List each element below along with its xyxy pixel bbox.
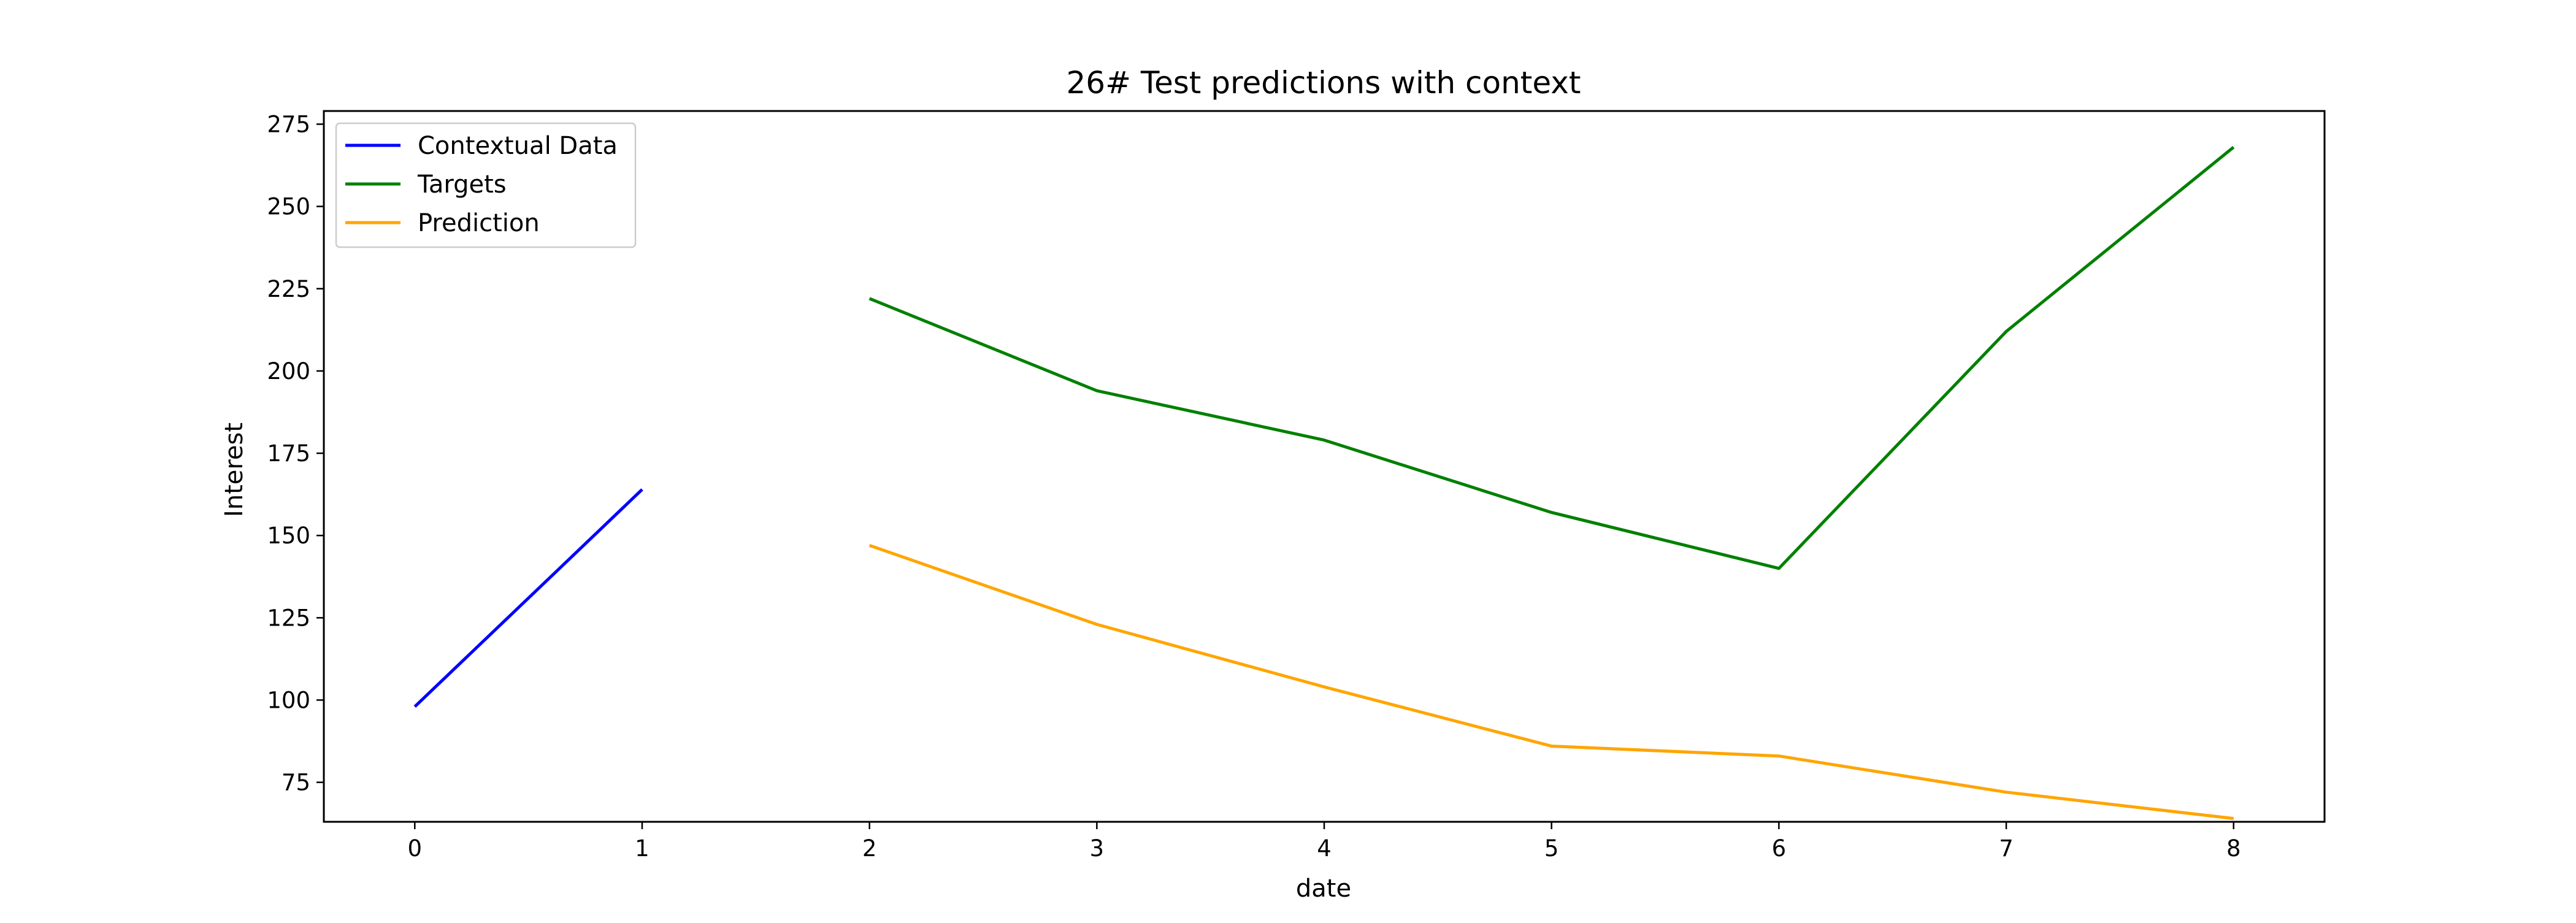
x-tick-label: 3 xyxy=(1090,835,1105,862)
x-axis-ticks: 0 1 2 3 4 5 6 7 8 xyxy=(407,822,2241,862)
y-tick-label: 100 xyxy=(267,687,310,713)
y-tick-label: 225 xyxy=(267,276,310,302)
chart-title: 26# Test predictions with context xyxy=(1067,65,1581,101)
plot-area-frame xyxy=(323,110,2326,823)
y-axis-label: Interest xyxy=(220,423,248,517)
x-tick-label: 4 xyxy=(1317,835,1332,862)
y-tick-label: 150 xyxy=(267,523,310,549)
series-lines xyxy=(413,146,2235,821)
x-tick-label: 7 xyxy=(1999,835,2014,862)
x-axis-label: date xyxy=(1296,875,1351,903)
x-tick-label: 1 xyxy=(635,835,650,862)
series-line-contextual-data xyxy=(413,488,643,708)
x-tick-label: 0 xyxy=(407,835,422,862)
legend: Contextual Data Targets Prediction xyxy=(335,122,637,248)
series-line-targets xyxy=(868,146,2235,570)
x-tick-label: 2 xyxy=(862,835,877,862)
y-tick-label: 75 xyxy=(282,770,310,796)
y-tick-label: 200 xyxy=(267,358,310,385)
x-tick-label: 6 xyxy=(1772,835,1787,862)
legend-label-targets: Targets xyxy=(417,170,507,199)
y-tick-label: 125 xyxy=(267,605,310,631)
y-axis-ticks: 75 100 125 150 175 200 225 250 275 xyxy=(267,111,324,796)
y-tick-label: 250 xyxy=(267,194,310,220)
y-tick-label: 175 xyxy=(267,440,310,467)
legend-label-contextual-data: Contextual Data xyxy=(418,132,618,160)
y-tick-label: 275 xyxy=(267,111,310,137)
series-line-prediction xyxy=(868,543,2234,821)
legend-label-prediction: Prediction xyxy=(418,209,540,237)
legend-box xyxy=(335,122,637,248)
x-tick-label: 8 xyxy=(2226,835,2241,862)
x-tick-label: 5 xyxy=(1544,835,1559,862)
